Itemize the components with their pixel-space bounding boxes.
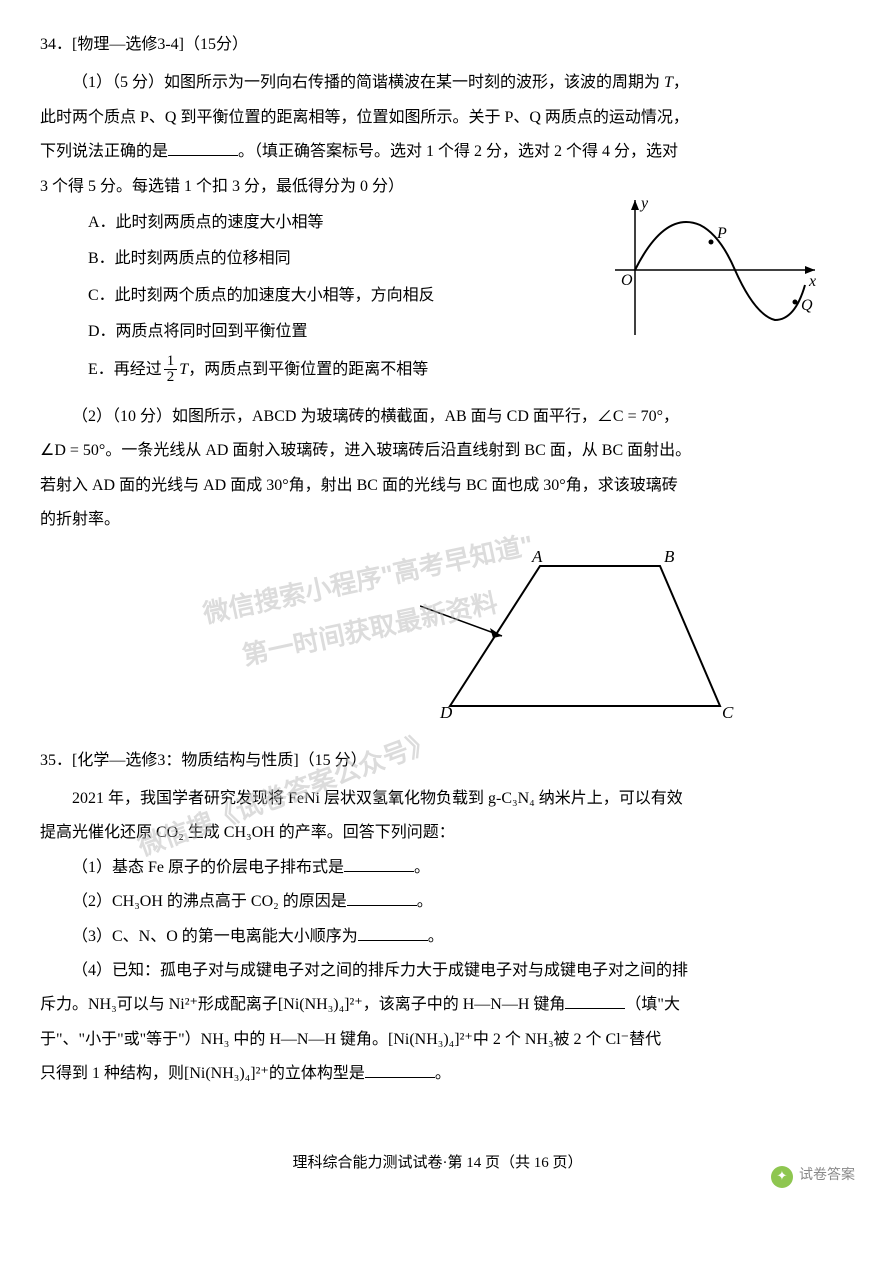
q35-sub1-pre: （1）基态 Fe 原子的价层电子排布式是 — [72, 859, 344, 876]
answer-blank — [347, 890, 417, 906]
option-e: E．再经过12T，两质点到平衡位置的距离不相等 — [88, 354, 835, 387]
point-p-label: P — [716, 225, 727, 242]
q34-p3: 下列说法正确的是 。（填正确答案标号。选对 1 个得 2 分，选对 2 个得 4 … — [40, 137, 835, 167]
wave-diagram: y x O P Q — [605, 190, 825, 350]
answer-blank — [344, 856, 414, 872]
vertex-c: C — [722, 703, 734, 722]
vertex-b: B — [664, 547, 675, 566]
q34-p2: 此时两个质点 P、Q 到平衡位置的距离相等，位置如图所示。关于 P、Q 两质点的… — [40, 103, 835, 133]
q34-p3-post: 。（填正确答案标号。选对 1 个得 2 分，选对 2 个得 4 分，选对 — [238, 143, 678, 160]
axis-y-label: y — [639, 195, 649, 212]
q34-2-p3: 若射入 AD 面的光线与 AD 面成 30°角，射出 BC 面的光线与 BC 面… — [40, 471, 835, 501]
q35-sub1-post: 。 — [414, 859, 430, 876]
page-footer: 理科综合能力测试试卷·第 14 页（共 16 页） — [40, 1149, 835, 1178]
q34-p1-after: ， — [673, 74, 689, 91]
axis-x-label: x — [808, 273, 816, 290]
fraction-half: 12 — [164, 354, 178, 387]
q34-2-p2: ∠D = 50°。一条光线从 AD 面射入玻璃砖，进入玻璃砖后沿直线射到 BC … — [40, 436, 835, 466]
frac-num: 1 — [164, 354, 178, 371]
q35-sub4-4: 只得到 1 种结构，则[Ni(NH₃)₄]²⁺的立体构型是 。 — [40, 1059, 835, 1089]
q35-sub2-post: 。 — [417, 893, 433, 910]
q35-p1: 2021 年，我国学者研究发现将 FeNi 层状双氢氧化物负载到 g-C₃N₄ … — [40, 784, 835, 814]
q34-p1: （1）（5 分）如图所示为一列向右传播的简谐横波在某一时刻的波形，该波的周期为 … — [40, 68, 835, 98]
answer-blank — [358, 925, 428, 941]
q34-p3-pre: 下列说法正确的是 — [40, 143, 168, 160]
q35-sub2: （2）CH₃OH 的沸点高于 CO₂ 的原因是 。 — [40, 887, 835, 917]
question-35: 35．[化学—选修3：物质结构与性质]（15 分） 2021 年，我国学者研究发… — [40, 746, 835, 1090]
point-q-label: Q — [801, 297, 813, 314]
vertex-a: A — [531, 547, 543, 566]
q34-p1-T: T — [664, 74, 673, 91]
q34-header: 34．[物理—选修3-4]（15分） — [40, 30, 835, 60]
q35-sub4-2-post: （填"大 — [625, 996, 680, 1013]
answer-blank — [565, 993, 625, 1009]
q35-sub1: （1）基态 Fe 原子的价层电子排布式是 。 — [40, 853, 835, 883]
origin-label: O — [621, 272, 633, 289]
option-e-T: T — [179, 360, 188, 377]
q35-sub4-4-post: 。 — [435, 1065, 451, 1082]
q34-2-p4: 的折射率。 — [40, 505, 835, 535]
corner-watermark: ✦ 试卷答案 — [771, 1163, 855, 1190]
vertex-d: D — [439, 703, 453, 722]
q35-sub4-4-pre: 只得到 1 种结构，则[Ni(NH₃)₄]²⁺的立体构型是 — [40, 1065, 365, 1082]
q35-sub2-pre: （2）CH₃OH 的沸点高于 CO₂ 的原因是 — [72, 893, 347, 910]
wechat-icon: ✦ — [771, 1166, 793, 1188]
q35-header: 35．[化学—选修3：物质结构与性质]（15 分） — [40, 746, 835, 776]
q35-sub3-pre: （3）C、N、O 的第一电离能大小顺序为 — [72, 928, 358, 945]
question-34: 34．[物理—选修3-4]（15分） （1）（5 分）如图所示为一列向右传播的简… — [40, 30, 835, 726]
option-e-post: ，两质点到平衡位置的距离不相等 — [188, 360, 428, 377]
corner-text: 试卷答案 — [799, 1163, 855, 1190]
answer-blank — [168, 140, 238, 156]
q34-p1-text: （1）（5 分）如图所示为一列向右传播的简谐横波在某一时刻的波形，该波的周期为 — [72, 74, 664, 91]
q35-sub4-2: 斥力。NH₃可以与 Ni²⁺形成配离子[Ni(NH₃)₄]²⁺，该离子中的 H—… — [40, 990, 835, 1020]
q35-sub4-3: 于"、"小于"或"等于"）NH₃ 中的 H—N—H 键角。[Ni(NH₃)₄]²… — [40, 1025, 835, 1055]
q35-sub3: （3）C、N、O 的第一电离能大小顺序为 。 — [40, 922, 835, 952]
q35-sub3-post: 。 — [428, 928, 444, 945]
q35-sub4-1: （4）已知：孤电子对与成键电子对之间的排斥力大于成键电子对与成键电子对之间的排 — [40, 956, 835, 986]
q35-sub4-2-pre: 斥力。NH₃可以与 Ni²⁺形成配离子[Ni(NH₃)₄]²⁺，该离子中的 H—… — [40, 996, 565, 1013]
answer-blank — [365, 1062, 435, 1078]
trapezoid-diagram: A B C D — [420, 546, 740, 726]
q35-p2: 提高光催化还原 CO₂ 生成 CH₃OH 的产率。回答下列问题： — [40, 818, 835, 848]
q34-2-p1: （2）（10 分）如图所示，ABCD 为玻璃砖的横截面，AB 面与 CD 面平行… — [40, 402, 835, 432]
option-e-pre: E．再经过 — [88, 360, 162, 377]
frac-den: 2 — [164, 370, 178, 386]
